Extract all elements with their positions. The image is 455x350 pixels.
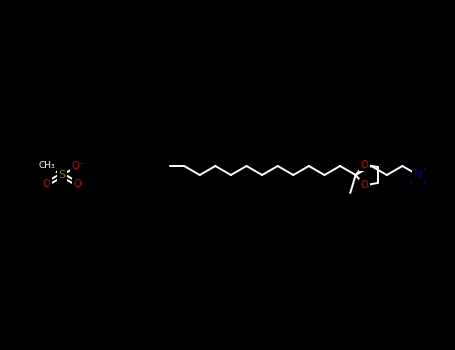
Text: O: O: [43, 179, 50, 189]
Text: CH₃: CH₃: [38, 161, 55, 170]
Text: O: O: [360, 180, 368, 190]
Text: O: O: [360, 160, 368, 170]
Text: O: O: [74, 179, 81, 189]
Text: N: N: [414, 168, 422, 182]
Text: S: S: [58, 170, 66, 180]
Text: O⁻: O⁻: [71, 161, 84, 171]
